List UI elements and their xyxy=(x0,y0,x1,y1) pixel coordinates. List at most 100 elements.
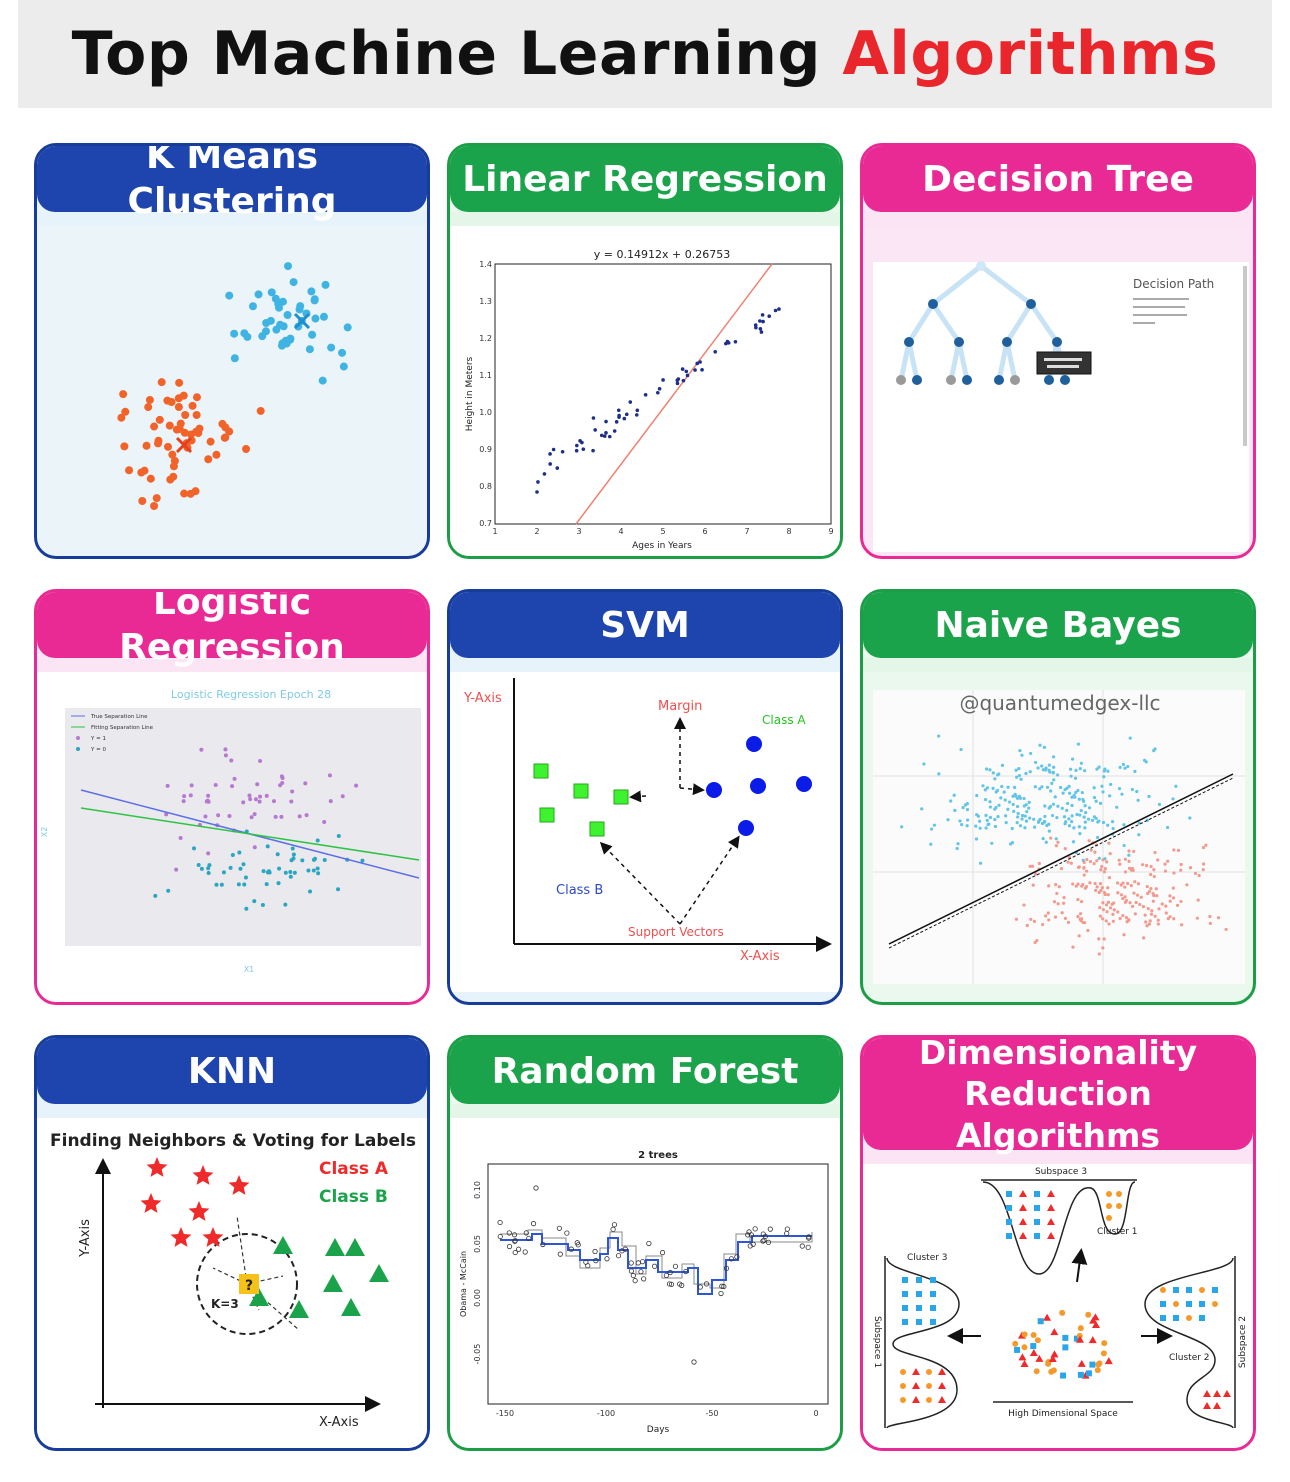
card-svm: SVM Y-Axis X-Axis Margin Class A Class B… xyxy=(447,589,843,1005)
title-banner: Top Machine Learning Algorithms xyxy=(18,0,1272,108)
svg-text:5: 5 xyxy=(660,527,665,536)
svg-text:6: 6 xyxy=(702,527,707,536)
logreg-ylabel: X2 xyxy=(40,827,49,838)
linreg-plot-title: y = 0.14912x + 0.26753 xyxy=(594,248,730,261)
card-dtree: Decision Tree Decision Path xyxy=(860,143,1256,559)
knn-plot: Finding Neighbors & Voting for Labels Cl… xyxy=(37,1118,427,1448)
logreg-legend: True Separation Line Fitting Separation … xyxy=(71,714,154,753)
svg-text:1.0: 1.0 xyxy=(479,408,492,417)
dimred-subspace3: Subspace 3 xyxy=(1035,1167,1087,1177)
card-linreg-title: Linear Regression xyxy=(450,146,840,212)
svg-text:-100: -100 xyxy=(597,1409,615,1418)
page-title-accent: Algorithms xyxy=(842,19,1219,89)
logreg-plot-title: Logistic Regression Epoch 28 xyxy=(171,688,331,701)
card-rforest-title: Random Forest xyxy=(450,1038,840,1104)
card-knn-title: KNN xyxy=(37,1038,427,1104)
page-title-main: Top Machine Learning xyxy=(71,19,821,89)
svg-text:4: 4 xyxy=(618,527,623,536)
dimred-subspace1: Subspace 1 xyxy=(872,1316,882,1368)
svg-text:0.00: 0.00 xyxy=(473,1289,482,1307)
rforest-plot-title: 2 trees xyxy=(638,1150,678,1161)
svm-arrows xyxy=(599,717,740,925)
card-dimred-title: Dimensionality Reduction Algorithms xyxy=(863,1035,1253,1155)
linreg-fit-line xyxy=(575,263,773,525)
dimred-cluster1: Cluster 1 xyxy=(1097,1227,1138,1237)
dtree-tooltip xyxy=(1036,351,1092,375)
rforest-xlabel: Days xyxy=(647,1425,670,1435)
knn-k-label: K=3 xyxy=(211,1297,239,1311)
card-dtree-title: Decision Tree xyxy=(863,146,1253,212)
card-rforest: Random Forest 2 trees -150 -100 -50 0 0.10 0.… xyxy=(447,1035,843,1451)
svg-text:9: 9 xyxy=(828,527,833,536)
svg-text:8: 8 xyxy=(786,527,791,536)
svg-text:3: 3 xyxy=(576,527,581,536)
knn-radius-circle xyxy=(196,1233,298,1335)
kmeans-centroid-red xyxy=(175,436,193,454)
svm-class-a-label: Class A xyxy=(762,713,806,727)
svm-y-axis-label: Y-Axis xyxy=(463,691,502,706)
dimred-curve-left xyxy=(886,1257,960,1429)
dimred-curve-top xyxy=(982,1181,1136,1275)
knn-class-a: Class A xyxy=(319,1159,389,1179)
dtree-plot: Decision Path xyxy=(873,261,1249,552)
kmeans-plot xyxy=(117,262,352,511)
linreg-plot: y = 0.14912x + 0.26753 1.4 1.3 1.2 1.1 1.0 0.… xyxy=(450,226,840,556)
svg-text:2: 2 xyxy=(534,527,539,536)
svg-text:-50: -50 xyxy=(705,1409,718,1418)
dimred-cluster3: Cluster 3 xyxy=(907,1253,948,1263)
knn-y-axis-label: Y-Axis xyxy=(78,1219,93,1258)
dimred-curve-right xyxy=(1144,1257,1234,1429)
card-dimred-title-line2: Reduction Algorithms xyxy=(955,1074,1161,1155)
nbayes-watermark: @quantumedgex-llc xyxy=(959,691,1160,715)
logreg-legend-y0: Y = 0 xyxy=(90,747,106,753)
card-kmeans: K Means Clustering xyxy=(34,143,430,559)
svg-text:1: 1 xyxy=(492,527,497,536)
card-kmeans-title: K Means Clustering xyxy=(37,146,427,222)
svm-support-label: Support Vectors xyxy=(628,925,724,939)
card-knn: KNN Finding Neighbors & Voting for Label… xyxy=(34,1035,430,1451)
nbayes-boundary xyxy=(888,773,1234,945)
card-logreg-title: Logistic Regression xyxy=(37,592,427,668)
dimred-subspace2: Subspace 2 xyxy=(1238,1316,1248,1368)
logreg-fit-line xyxy=(80,807,420,861)
svg-text:0.10: 0.10 xyxy=(473,1181,482,1199)
svg-text:7: 7 xyxy=(744,527,749,536)
svg-text:0: 0 xyxy=(813,1409,818,1418)
nbayes-plot: @quantumedgex-llc xyxy=(873,690,1245,984)
rforest-ylabel: Obama - McCain xyxy=(459,1251,468,1317)
card-logreg: Logistic Regression Logistic Regression … xyxy=(34,589,430,1005)
svg-text:0.7: 0.7 xyxy=(479,519,492,528)
svm-margin-label: Margin xyxy=(658,699,702,714)
card-linreg: Linear Regression y = 0.14912x + 0.26753… xyxy=(447,143,843,559)
svg-text:1.4: 1.4 xyxy=(479,260,492,269)
knn-query-label: ? xyxy=(245,1278,253,1294)
svg-text:0.05: 0.05 xyxy=(473,1235,482,1253)
svm-class-b-label: Class B xyxy=(556,883,603,898)
svm-plot: Y-Axis X-Axis Margin Class A Class B Sup… xyxy=(450,672,840,992)
linreg-ylabel: Height in Meters xyxy=(465,356,475,431)
logreg-legend-y1: Y = 1 xyxy=(90,736,106,742)
card-svm-title: SVM xyxy=(450,592,840,658)
rforest-plot: 2 trees -150 -100 -50 0 0.10 0.05 0.00 -0.05 Da… xyxy=(450,1118,840,1448)
knn-class-b: Class B xyxy=(319,1187,388,1207)
dimred-high-dim: High Dimensional Space xyxy=(1008,1409,1118,1419)
linreg-xlabel: Ages in Years xyxy=(632,541,692,551)
dimred-diagram: Subspace 3 Cluster 1 Subspace 1 Cluster … xyxy=(863,1164,1253,1448)
logreg-legend-true: True Separation Line xyxy=(90,714,148,720)
dtree-panel-lines xyxy=(1133,298,1189,324)
svg-text:-0.05: -0.05 xyxy=(473,1344,482,1365)
svm-class-b-points xyxy=(533,763,629,837)
dimred-cluster2: Cluster 2 xyxy=(1169,1353,1210,1363)
svg-text:1.1: 1.1 xyxy=(479,371,492,380)
svg-text:-150: -150 xyxy=(496,1409,514,1418)
card-nbayes: Naive Bayes @quantumedgex-llc xyxy=(860,589,1256,1005)
logreg-xlabel: X1 xyxy=(244,965,255,974)
svg-text:1.2: 1.2 xyxy=(479,334,492,343)
card-nbayes-title: Naive Bayes xyxy=(863,592,1253,658)
card-dimred-title-line1: Dimensionality xyxy=(918,1035,1198,1073)
knn-subtitle: Finding Neighbors & Voting for Labels xyxy=(50,1131,416,1151)
knn-x-axis-label: X-Axis xyxy=(319,1415,359,1430)
svm-class-a-points xyxy=(706,736,812,836)
kmeans-centroid-blue xyxy=(293,312,311,330)
logreg-legend-fit: Fitting Separation Line xyxy=(91,725,154,731)
